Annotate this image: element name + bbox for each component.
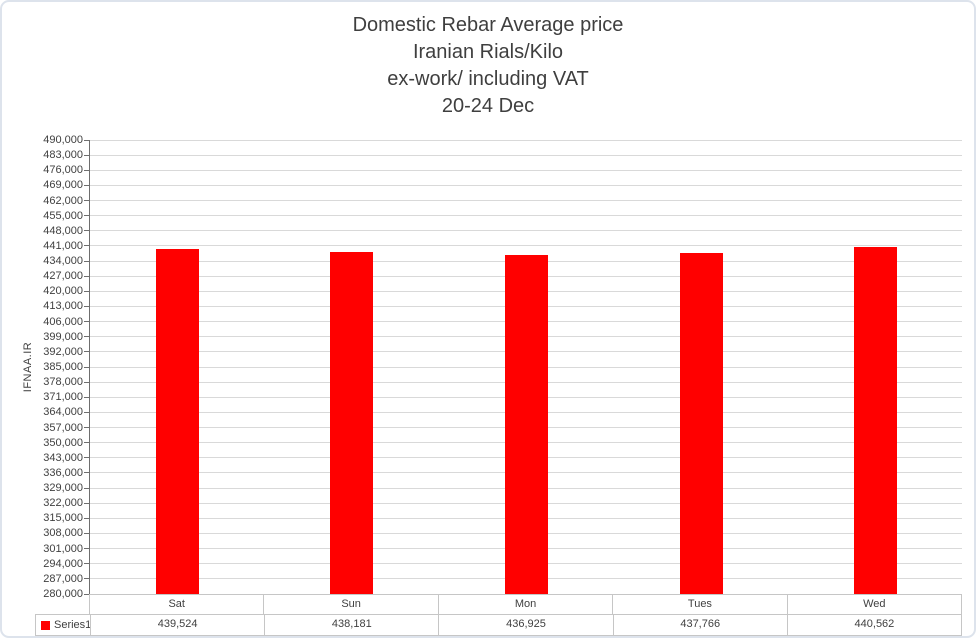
- gridline: [90, 215, 962, 217]
- y-axis-tick-label: 329,000: [43, 482, 83, 495]
- y-axis-tick: [84, 532, 90, 534]
- table-category-cell-wed: Wed: [786, 595, 961, 614]
- y-axis-tick: [84, 366, 90, 368]
- gridline: [90, 169, 962, 171]
- y-axis-tick: [84, 215, 90, 217]
- y-axis-tick-label: 399,000: [43, 330, 83, 343]
- y-axis-tick: [84, 472, 90, 474]
- y-axis-tick-label: 392,000: [43, 345, 83, 358]
- table-value-cell-mon: 436,925: [438, 615, 612, 635]
- data-table-value-row: Series1 439,524 438,181 436,925 437,766 440,…: [35, 614, 962, 636]
- table-value-cell-sat: 439,524: [90, 615, 264, 635]
- gridline: [90, 230, 962, 232]
- series-marker-icon: [41, 620, 50, 630]
- plot-area: [84, 139, 962, 595]
- y-axis-tick: [84, 578, 90, 580]
- table-value-cell-sun: 438,181: [264, 615, 438, 635]
- y-axis-tick: [84, 517, 90, 519]
- y-axis-tick: [84, 427, 90, 429]
- y-axis-tick-label: 371,000: [43, 391, 83, 404]
- legend-label: Series1: [54, 618, 90, 631]
- y-axis-tick-label: 364,000: [43, 406, 83, 419]
- bar-sat[interactable]: [155, 249, 199, 594]
- chart-title-line-3: ex-work/ including VAT: [387, 68, 589, 90]
- bar-wed[interactable]: [854, 246, 898, 594]
- y-axis-tick: [84, 396, 90, 398]
- y-axis-tick: [84, 230, 90, 232]
- y-axis-tick: [84, 260, 90, 262]
- table-category-cell-sat: Sat: [168, 598, 185, 610]
- y-axis-tick-label: 350,000: [43, 436, 83, 449]
- y-axis-tick-label: 357,000: [43, 421, 83, 434]
- y-axis-tick: [84, 139, 90, 141]
- y-axis-tick-label: 455,000: [43, 209, 83, 222]
- y-axis-tick: [84, 442, 90, 444]
- y-axis-tick-label: 378,000: [43, 376, 83, 389]
- gridline: [90, 200, 962, 202]
- y-axis-tick: [84, 593, 90, 595]
- y-axis-tick: [84, 154, 90, 156]
- y-axis-tick: [84, 305, 90, 307]
- y-axis-tick-label: 490,000: [43, 134, 83, 146]
- chart-title[interactable]: Domestic Rebar Average price Iranian Ria…: [2, 12, 974, 120]
- bar-sun[interactable]: [330, 252, 374, 594]
- y-axis-tick-label: 280,000: [43, 588, 83, 600]
- y-axis-tick: [84, 200, 90, 202]
- y-axis-tick: [84, 321, 90, 323]
- y-axis-tick: [84, 336, 90, 338]
- y-axis-tick: [84, 487, 90, 489]
- y-axis-tick-label: 476,000: [43, 164, 83, 177]
- bar-mon[interactable]: [505, 254, 548, 594]
- y-axis-tick: [84, 563, 90, 565]
- y-axis-tick-label: 308,000: [43, 527, 83, 540]
- legend-cell[interactable]: Series1: [36, 615, 90, 635]
- y-axis-tick-label: 448,000: [43, 224, 83, 237]
- y-axis-tick-label: 301,000: [43, 542, 83, 555]
- y-axis-tick-label: 427,000: [43, 270, 83, 283]
- y-axis-tick-label: 413,000: [43, 300, 83, 313]
- y-axis-tick-label: 434,000: [43, 255, 83, 268]
- y-axis-tick: [84, 411, 90, 413]
- bar-tues[interactable]: [679, 252, 723, 594]
- y-axis-tick: [84, 351, 90, 353]
- y-axis-tick-label: 469,000: [43, 179, 83, 192]
- y-axis-tick-label: 483,000: [43, 149, 83, 162]
- gridline: [90, 139, 962, 141]
- y-axis-tick: [84, 548, 90, 550]
- y-axis-tick-label: 441,000: [43, 239, 83, 252]
- y-axis-tick-label: 406,000: [43, 315, 83, 328]
- gridline: [90, 245, 962, 247]
- y-axis-tick: [84, 169, 90, 171]
- y-axis-tick-label: 420,000: [43, 285, 83, 298]
- y-axis-tick: [84, 275, 90, 277]
- y-axis-tick-label: 294,000: [43, 557, 83, 570]
- y-axis-tick: [84, 184, 90, 186]
- y-axis-tick: [84, 245, 90, 247]
- y-axis-tick-label: 322,000: [43, 497, 83, 510]
- chart-title-line-2: Iranian Rials/Kilo: [412, 41, 564, 63]
- table-category-cell-tues: Tues: [612, 595, 786, 614]
- data-table-category-row: Sat Sun Mon Tues Wed: [89, 594, 962, 615]
- y-axis-tick-label: 315,000: [43, 512, 83, 525]
- chart-title-line-1: Domestic Rebar Average price: [352, 14, 624, 36]
- table-value-cell-wed: 440,562: [786, 615, 961, 635]
- table-category-cell-sun: Sun: [263, 595, 437, 614]
- y-axis-tick-label: 343,000: [43, 451, 83, 464]
- gridline: [90, 154, 962, 156]
- table-category-cell-mon: Mon: [437, 595, 612, 614]
- y-axis-tick-label: 462,000: [43, 194, 83, 207]
- y-axis-tick-label: 336,000: [43, 466, 83, 479]
- gridline: [90, 184, 962, 186]
- y-axis-tick: [84, 502, 90, 504]
- chart-title-line-4: 20-24 Dec: [441, 95, 535, 117]
- y-axis-tick-label: 385,000: [43, 361, 83, 373]
- y-axis-tick: [84, 457, 90, 459]
- y-axis-tick: [84, 290, 90, 292]
- y-axis-tick-label: 287,000: [43, 572, 83, 585]
- y-axis-tick: [84, 381, 90, 383]
- table-value-cell-tues: 437,766: [612, 615, 787, 635]
